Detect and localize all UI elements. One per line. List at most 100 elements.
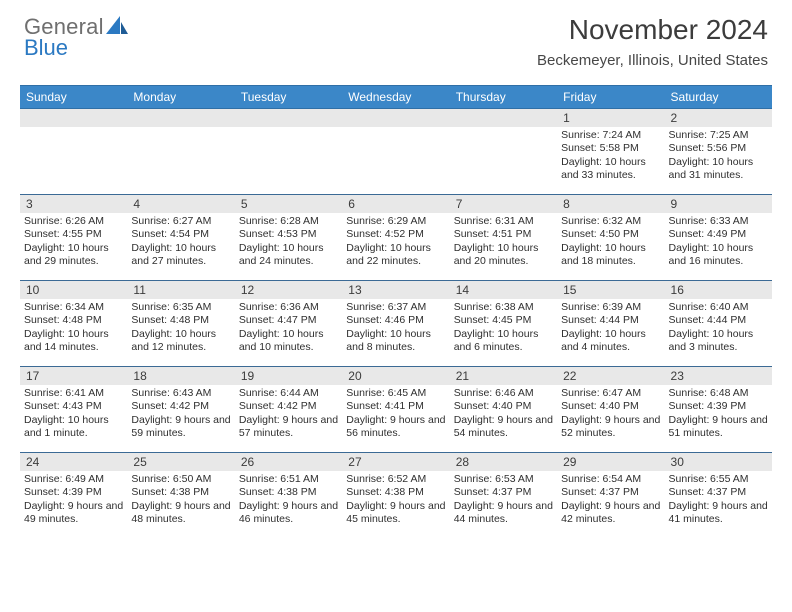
sunset-line: Sunset: 4:52 PM: [346, 228, 445, 241]
sunset-line: Sunset: 4:42 PM: [131, 400, 230, 413]
sunset-line: Sunset: 4:42 PM: [239, 400, 338, 413]
daylight-line: Daylight: 10 hours and 8 minutes.: [346, 328, 445, 355]
day-details: Sunrise: 6:27 AMSunset: 4:54 PMDaylight:…: [127, 213, 234, 273]
header-row: Sunday Monday Tuesday Wednesday Thursday…: [20, 86, 772, 109]
sunrise-line: Sunrise: 6:46 AM: [454, 387, 553, 400]
sunset-line: Sunset: 4:55 PM: [24, 228, 123, 241]
col-sunday: Sunday: [20, 86, 127, 109]
day-number: 25: [127, 453, 234, 471]
sunset-line: Sunset: 4:50 PM: [561, 228, 660, 241]
day-number: 29: [557, 453, 664, 471]
sunrise-line: Sunrise: 6:55 AM: [669, 473, 768, 486]
sunrise-line: Sunrise: 6:49 AM: [24, 473, 123, 486]
day-details: Sunrise: 6:53 AMSunset: 4:37 PMDaylight:…: [450, 471, 557, 531]
sunrise-line: Sunrise: 6:28 AM: [239, 215, 338, 228]
day-number-empty: [342, 109, 449, 127]
day-number: 26: [235, 453, 342, 471]
sunrise-line: Sunrise: 6:32 AM: [561, 215, 660, 228]
sunset-line: Sunset: 4:39 PM: [669, 400, 768, 413]
day-details: Sunrise: 6:55 AMSunset: 4:37 PMDaylight:…: [665, 471, 772, 531]
sunset-line: Sunset: 4:46 PM: [346, 314, 445, 327]
day-number: 13: [342, 281, 449, 299]
logo-text: General Blue: [24, 14, 130, 59]
day-cell: 21Sunrise: 6:46 AMSunset: 4:40 PMDayligh…: [450, 367, 557, 453]
day-cell: 14Sunrise: 6:38 AMSunset: 4:45 PMDayligh…: [450, 281, 557, 367]
sunset-line: Sunset: 4:37 PM: [454, 486, 553, 499]
day-number: 5: [235, 195, 342, 213]
day-details: Sunrise: 6:48 AMSunset: 4:39 PMDaylight:…: [665, 385, 772, 445]
day-number: 27: [342, 453, 449, 471]
sunset-line: Sunset: 4:43 PM: [24, 400, 123, 413]
sunset-line: Sunset: 4:39 PM: [24, 486, 123, 499]
sunrise-line: Sunrise: 6:51 AM: [239, 473, 338, 486]
day-details: Sunrise: 7:25 AMSunset: 5:56 PMDaylight:…: [665, 127, 772, 187]
daylight-line: Daylight: 9 hours and 51 minutes.: [669, 414, 768, 441]
day-cell: 23Sunrise: 6:48 AMSunset: 4:39 PMDayligh…: [665, 367, 772, 453]
week-row: 17Sunrise: 6:41 AMSunset: 4:43 PMDayligh…: [20, 367, 772, 453]
sunrise-line: Sunrise: 6:39 AM: [561, 301, 660, 314]
day-number: 10: [20, 281, 127, 299]
daylight-line: Daylight: 9 hours and 46 minutes.: [239, 500, 338, 527]
day-cell: 2Sunrise: 7:25 AMSunset: 5:56 PMDaylight…: [665, 109, 772, 195]
sunset-line: Sunset: 4:37 PM: [561, 486, 660, 499]
sunrise-line: Sunrise: 6:35 AM: [131, 301, 230, 314]
sail-icon: [106, 16, 130, 34]
location: Beckemeyer, Illinois, United States: [537, 52, 768, 69]
day-cell: 30Sunrise: 6:55 AMSunset: 4:37 PMDayligh…: [665, 453, 772, 539]
daylight-line: Daylight: 9 hours and 41 minutes.: [669, 500, 768, 527]
day-details: Sunrise: 6:44 AMSunset: 4:42 PMDaylight:…: [235, 385, 342, 445]
day-number: 24: [20, 453, 127, 471]
day-number: 15: [557, 281, 664, 299]
col-wednesday: Wednesday: [342, 86, 449, 109]
day-number: 4: [127, 195, 234, 213]
day-cell: [235, 109, 342, 195]
daylight-line: Daylight: 10 hours and 12 minutes.: [131, 328, 230, 355]
day-details: Sunrise: 6:32 AMSunset: 4:50 PMDaylight:…: [557, 213, 664, 273]
day-details: Sunrise: 6:34 AMSunset: 4:48 PMDaylight:…: [20, 299, 127, 359]
day-details: Sunrise: 6:40 AMSunset: 4:44 PMDaylight:…: [665, 299, 772, 359]
sunrise-line: Sunrise: 6:38 AM: [454, 301, 553, 314]
day-number: 14: [450, 281, 557, 299]
daylight-line: Daylight: 10 hours and 4 minutes.: [561, 328, 660, 355]
day-details: Sunrise: 6:45 AMSunset: 4:41 PMDaylight:…: [342, 385, 449, 445]
day-details: Sunrise: 6:26 AMSunset: 4:55 PMDaylight:…: [20, 213, 127, 273]
day-details: Sunrise: 7:24 AMSunset: 5:58 PMDaylight:…: [557, 127, 664, 187]
day-cell: 25Sunrise: 6:50 AMSunset: 4:38 PMDayligh…: [127, 453, 234, 539]
sunset-line: Sunset: 5:56 PM: [669, 142, 768, 155]
day-cell: 5Sunrise: 6:28 AMSunset: 4:53 PMDaylight…: [235, 195, 342, 281]
col-monday: Monday: [127, 86, 234, 109]
day-number: 22: [557, 367, 664, 385]
day-cell: 13Sunrise: 6:37 AMSunset: 4:46 PMDayligh…: [342, 281, 449, 367]
day-number: 28: [450, 453, 557, 471]
sunset-line: Sunset: 4:38 PM: [239, 486, 338, 499]
sunrise-line: Sunrise: 6:48 AM: [669, 387, 768, 400]
day-cell: 8Sunrise: 6:32 AMSunset: 4:50 PMDaylight…: [557, 195, 664, 281]
day-number: 6: [342, 195, 449, 213]
sunrise-line: Sunrise: 6:53 AM: [454, 473, 553, 486]
title-block: November 2024 Beckemeyer, Illinois, Unit…: [537, 14, 768, 69]
day-details: Sunrise: 6:35 AMSunset: 4:48 PMDaylight:…: [127, 299, 234, 359]
daylight-line: Daylight: 9 hours and 48 minutes.: [131, 500, 230, 527]
sunrise-line: Sunrise: 6:44 AM: [239, 387, 338, 400]
day-cell: 26 Sunrise: 6:51 AMSunset: 4:38 PMDayligh…: [235, 453, 342, 539]
day-number: 18: [127, 367, 234, 385]
daylight-line: Daylight: 10 hours and 33 minutes.: [561, 156, 660, 183]
day-cell: [127, 109, 234, 195]
week-row: 1Sunrise: 7:24 AMSunset: 5:58 PMDaylight…: [20, 109, 772, 195]
day-number: 12: [235, 281, 342, 299]
day-cell: 19Sunrise: 6:44 AMSunset: 4:42 PMDayligh…: [235, 367, 342, 453]
sunset-line: Sunset: 4:48 PM: [24, 314, 123, 327]
daylight-line: Daylight: 9 hours and 54 minutes.: [454, 414, 553, 441]
day-details: Sunrise: 6:33 AMSunset: 4:49 PMDaylight:…: [665, 213, 772, 273]
day-details: Sunrise: 6:47 AMSunset: 4:40 PMDaylight:…: [557, 385, 664, 445]
col-tuesday: Tuesday: [235, 86, 342, 109]
daylight-line: Daylight: 10 hours and 20 minutes.: [454, 242, 553, 269]
sunset-line: Sunset: 4:48 PM: [131, 314, 230, 327]
day-number: 3: [20, 195, 127, 213]
sunset-line: Sunset: 4:54 PM: [131, 228, 230, 241]
day-cell: 24Sunrise: 6:49 AMSunset: 4:39 PMDayligh…: [20, 453, 127, 539]
col-thursday: Thursday: [450, 86, 557, 109]
day-cell: 9Sunrise: 6:33 AMSunset: 4:49 PMDaylight…: [665, 195, 772, 281]
daylight-line: Daylight: 10 hours and 14 minutes.: [24, 328, 123, 355]
header: General Blue November 2024 Beckemeyer, I…: [0, 0, 792, 75]
